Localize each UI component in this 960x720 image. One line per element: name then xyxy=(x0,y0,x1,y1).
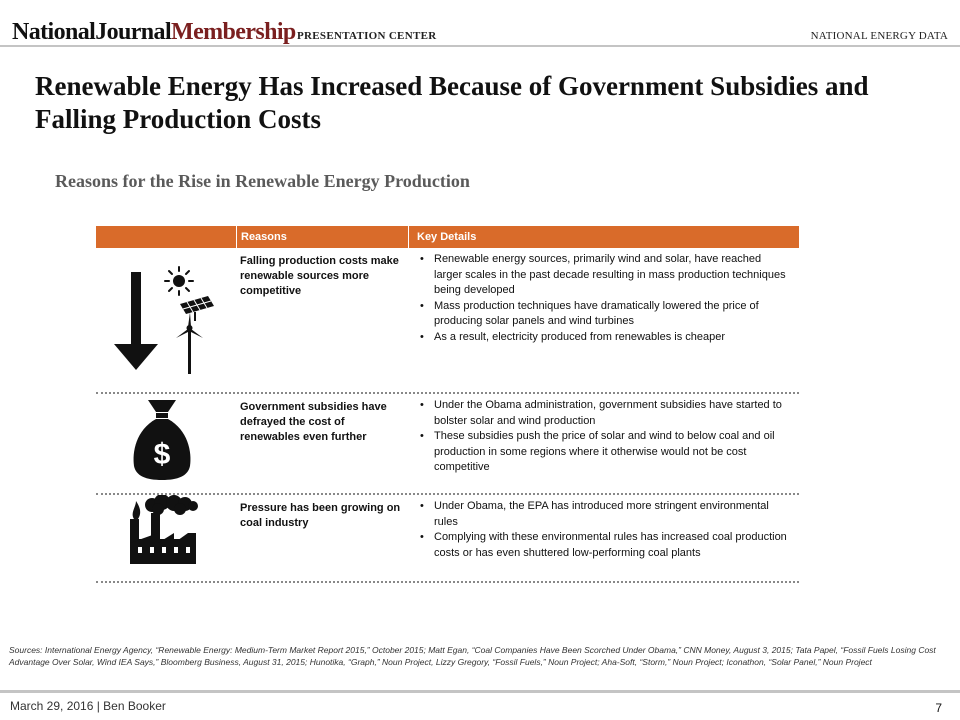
sources-note: Sources: International Energy Agency, “R… xyxy=(9,645,936,667)
slide-title: Renewable Energy Has Increased Because o… xyxy=(35,71,869,134)
table-row: Falling production costs make renewable … xyxy=(96,248,799,394)
section-label: NATIONAL ENERGY DATA xyxy=(810,30,948,42)
table-header-reasons: Reasons xyxy=(236,226,408,248)
detail-item: Under Obama, the EPA has introduced more… xyxy=(420,499,791,530)
header-bar: NationalJournalMembership PRESENTATION C… xyxy=(0,18,960,46)
row-details: Under Obama, the EPA has introduced more… xyxy=(408,495,799,581)
brand-logo-part2: Membership xyxy=(171,19,296,45)
reasons-table: Reasons Key Details xyxy=(96,226,799,583)
detail-item: Mass production techniques have dramatic… xyxy=(420,299,791,330)
header-divider xyxy=(0,45,960,47)
row-reason: Government subsidies have defrayed the c… xyxy=(240,401,387,443)
slide-subtitle: Reasons for the Rise in Renewable Energy… xyxy=(55,171,470,191)
row-icon-cell xyxy=(96,248,236,392)
detail-item: Complying with these environmental rules… xyxy=(420,530,791,561)
brand-logo-part1: NationalJournal xyxy=(12,19,172,45)
presentation-center-label: PRESENTATION CENTER xyxy=(297,30,437,42)
factory-smoke-icon xyxy=(130,495,198,564)
detail-item: Under the Obama administration, governme… xyxy=(420,398,791,429)
footer-divider xyxy=(0,690,960,693)
page-number: 7 xyxy=(935,701,942,715)
table-header-icon-column xyxy=(96,226,236,248)
detail-item: As a result, electricity produced from r… xyxy=(420,330,791,346)
row-reason: Pressure has been growing on coal indust… xyxy=(240,502,401,529)
svg-text:$: $ xyxy=(154,438,171,471)
brand-logo: NationalJournalMembership xyxy=(12,18,296,46)
table-row: Pressure has been growing on coal indust… xyxy=(96,495,799,583)
table-header-key-details: Key Details xyxy=(408,226,799,248)
table-row: $ Government subsidies have defrayed the… xyxy=(96,394,799,495)
row-details: Renewable energy sources, primarily wind… xyxy=(408,248,799,392)
table-header: Reasons Key Details xyxy=(96,226,799,248)
detail-item: These subsidies push the price of solar … xyxy=(420,429,791,476)
row-details: Under the Obama administration, governme… xyxy=(408,394,799,493)
row-icon-cell: $ xyxy=(96,394,236,493)
footer-date-author: March 29, 2016 | Ben Booker xyxy=(10,699,166,713)
row-reason: Falling production costs make renewable … xyxy=(240,255,399,297)
money-bag-icon: $ xyxy=(133,400,191,480)
falling-cost-energy-icon xyxy=(114,266,214,374)
detail-item: Renewable energy sources, primarily wind… xyxy=(420,252,791,299)
row-icon-cell xyxy=(96,495,236,581)
